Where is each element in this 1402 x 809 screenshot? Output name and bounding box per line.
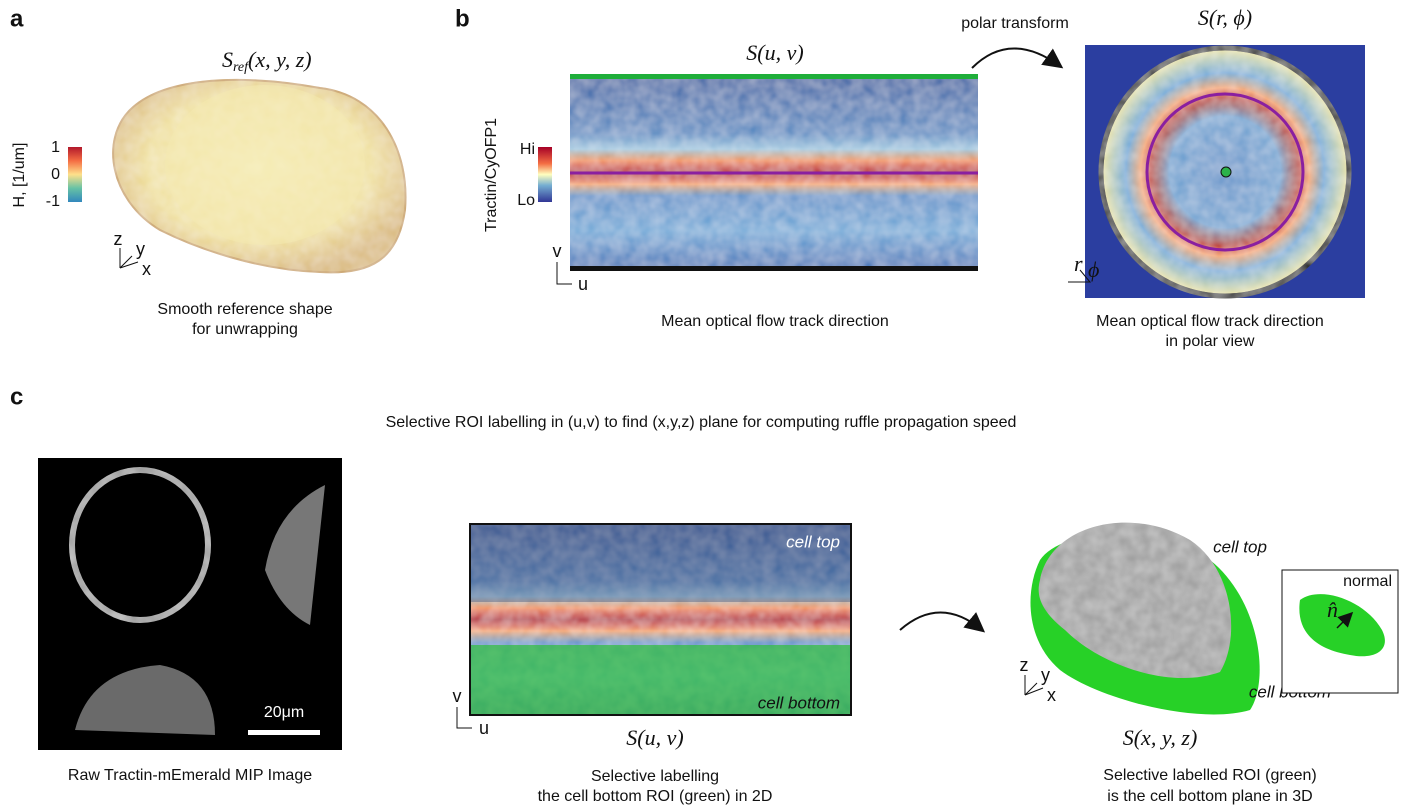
caption: Mean optical flow track direction bbox=[661, 313, 889, 330]
colorbar bbox=[68, 147, 82, 202]
caption: in polar view bbox=[1166, 333, 1255, 350]
scale-bar bbox=[248, 730, 320, 735]
center-point bbox=[1221, 167, 1231, 177]
inset-label: normal bbox=[1343, 573, 1392, 590]
panel-letter: c bbox=[10, 383, 23, 410]
shape-title: S(x, y, z) bbox=[1123, 725, 1198, 750]
bottom-edge bbox=[570, 266, 978, 271]
colorbar-tick: 1 bbox=[51, 139, 60, 156]
region-label: cell top bbox=[1213, 537, 1267, 556]
dome bbox=[165, 85, 365, 245]
panel-letter: a bbox=[10, 5, 24, 32]
panel-title: S(u, v) bbox=[746, 40, 803, 65]
colorbar bbox=[538, 147, 552, 202]
axis-label: x bbox=[142, 259, 151, 279]
axis-label: v bbox=[453, 686, 462, 706]
args: (x, y, z) bbox=[248, 47, 312, 72]
symbol: S bbox=[222, 47, 233, 72]
colorbar-low: Lo bbox=[517, 192, 535, 209]
figure: a Sref(x, y, z) 1 0 -1 H, [1/um] z y x S… bbox=[0, 0, 1402, 809]
colorbar-tick: -1 bbox=[46, 193, 60, 210]
colorbar-label: Tractin/CyOFP1 bbox=[483, 118, 500, 232]
region-label: cell bottom bbox=[758, 693, 840, 712]
axes-glyph bbox=[557, 262, 572, 284]
arrow bbox=[972, 48, 1060, 68]
map-title: S(u, v) bbox=[626, 725, 683, 750]
caption: is the cell bottom plane in 3D bbox=[1107, 788, 1312, 805]
caption: Selective labelling bbox=[591, 768, 719, 785]
arrow bbox=[900, 613, 982, 631]
caption: Raw Tractin-mEmerald MIP Image bbox=[68, 767, 312, 784]
axis-label: z bbox=[1020, 655, 1029, 675]
normal-label: n̂ bbox=[1327, 597, 1338, 622]
top-edge bbox=[570, 74, 978, 79]
caption: for unwrapping bbox=[192, 321, 298, 338]
caption: Mean optical flow track direction bbox=[1096, 313, 1324, 330]
caption: the cell bottom ROI (green) in 2D bbox=[538, 788, 773, 805]
axis-label: r bbox=[1074, 251, 1083, 276]
region-label: cell top bbox=[786, 532, 840, 551]
axis-label: ϕ bbox=[1088, 257, 1099, 282]
axis-label: u bbox=[578, 274, 588, 294]
colorbar-high: Hi bbox=[520, 141, 535, 158]
colorbar-tick: 0 bbox=[51, 166, 60, 183]
caption: Smooth reference shape bbox=[157, 301, 332, 318]
polar-title: S(r, ϕ) bbox=[1198, 5, 1252, 30]
axis-label: y bbox=[1041, 665, 1050, 685]
axis-label: y bbox=[136, 239, 145, 259]
colorbar-label: H, [1/um] bbox=[11, 143, 28, 208]
axis-label: x bbox=[1047, 685, 1056, 705]
panel-letter: b bbox=[455, 5, 470, 32]
axis-label: z bbox=[114, 229, 123, 249]
panel-title: Sref(x, y, z) bbox=[222, 47, 312, 75]
panel-title: Selective ROI labelling in (u,v) to find… bbox=[386, 414, 1017, 431]
axis-label: u bbox=[479, 718, 489, 738]
scale-label: 20μm bbox=[264, 704, 304, 721]
transform-label: polar transform bbox=[961, 15, 1069, 32]
caption: Selective labelled ROI (green) bbox=[1103, 767, 1316, 784]
axis-label: v bbox=[553, 241, 562, 261]
